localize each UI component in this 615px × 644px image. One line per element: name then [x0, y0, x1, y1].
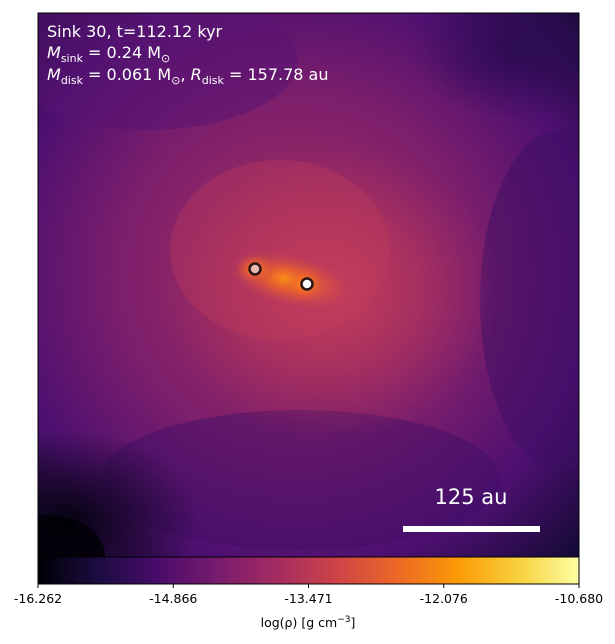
- colorbar-tick-label: -14.866: [149, 591, 197, 606]
- sink-right: [300, 277, 314, 291]
- colorbar-tick-label: -16.262: [14, 591, 62, 606]
- colorbar-tick-label: -12.076: [420, 591, 468, 606]
- scale-bar-label: 125 au: [435, 485, 508, 509]
- sink-left: [248, 262, 262, 276]
- disk-properties-line: Mdisk = 0.061 M⊙, Rdisk = 157.78 au: [47, 65, 328, 87]
- sink-info-line: Sink 30, t=112.12 kyr: [47, 22, 223, 41]
- scale-bar: [403, 526, 540, 532]
- colorbar-tick-label: -10.680: [555, 591, 603, 606]
- colorbar-tick-label: -13.471: [284, 591, 332, 606]
- density-map: [38, 13, 579, 557]
- colorbar: [38, 557, 579, 584]
- colorbar-ticks: -16.262 -14.866 -13.471 -12.076 -10.680: [14, 584, 603, 606]
- colorbar-label: log(ρ) [g cm−3]: [261, 615, 356, 630]
- sink-mass-line: Msink = 0.24 M⊙: [47, 43, 170, 65]
